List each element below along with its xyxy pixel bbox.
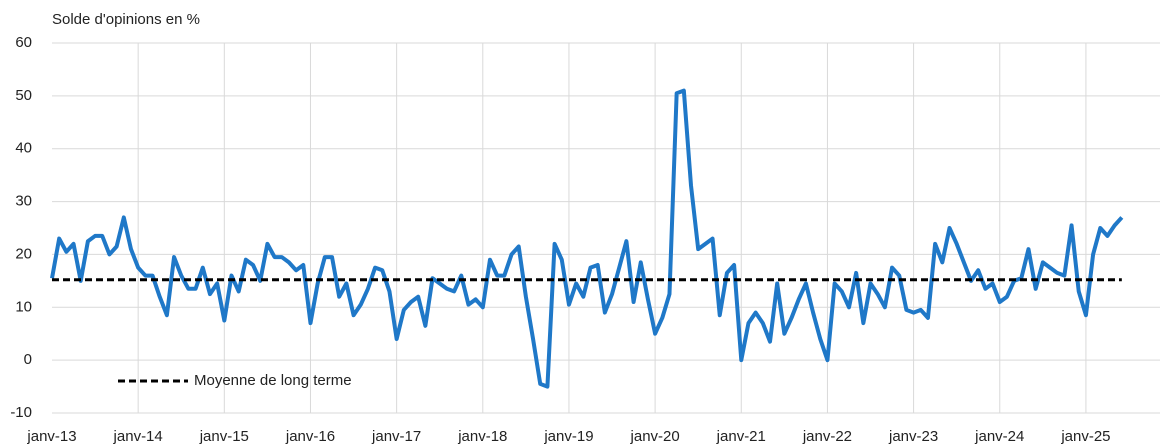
axis-title: Solde d'opinions en % [52, 11, 200, 28]
y-tick-label: 20 [15, 245, 32, 262]
x-tick-label: janv-17 [371, 428, 421, 445]
y-tick-label: 30 [15, 193, 32, 210]
x-tick-label: janv-23 [888, 428, 938, 445]
legend-label: Moyenne de long terme [194, 372, 352, 389]
x-tick-label: janv-13 [26, 428, 76, 445]
y-tick-label: -10 [10, 404, 32, 421]
x-tick-label: janv-19 [543, 428, 593, 445]
x-tick-label: janv-18 [457, 428, 507, 445]
data-line [50, 88, 1124, 389]
x-tick-label: janv-22 [802, 428, 852, 445]
x-tick-label: janv-16 [285, 428, 335, 445]
x-tick-label: janv-14 [113, 428, 163, 445]
x-tick-label: janv-20 [630, 428, 680, 445]
x-tick-label: janv-24 [974, 428, 1024, 445]
x-tick-label: janv-15 [199, 428, 249, 445]
x-tick-label: janv-25 [1060, 428, 1110, 445]
y-tick-label: 60 [15, 34, 32, 51]
y-tick-label: 50 [15, 87, 32, 104]
y-tick-label: 0 [24, 351, 32, 368]
y-tick-label: 10 [15, 298, 32, 315]
x-tick-label: janv-21 [716, 428, 766, 445]
y-tick-label: 40 [15, 140, 32, 157]
